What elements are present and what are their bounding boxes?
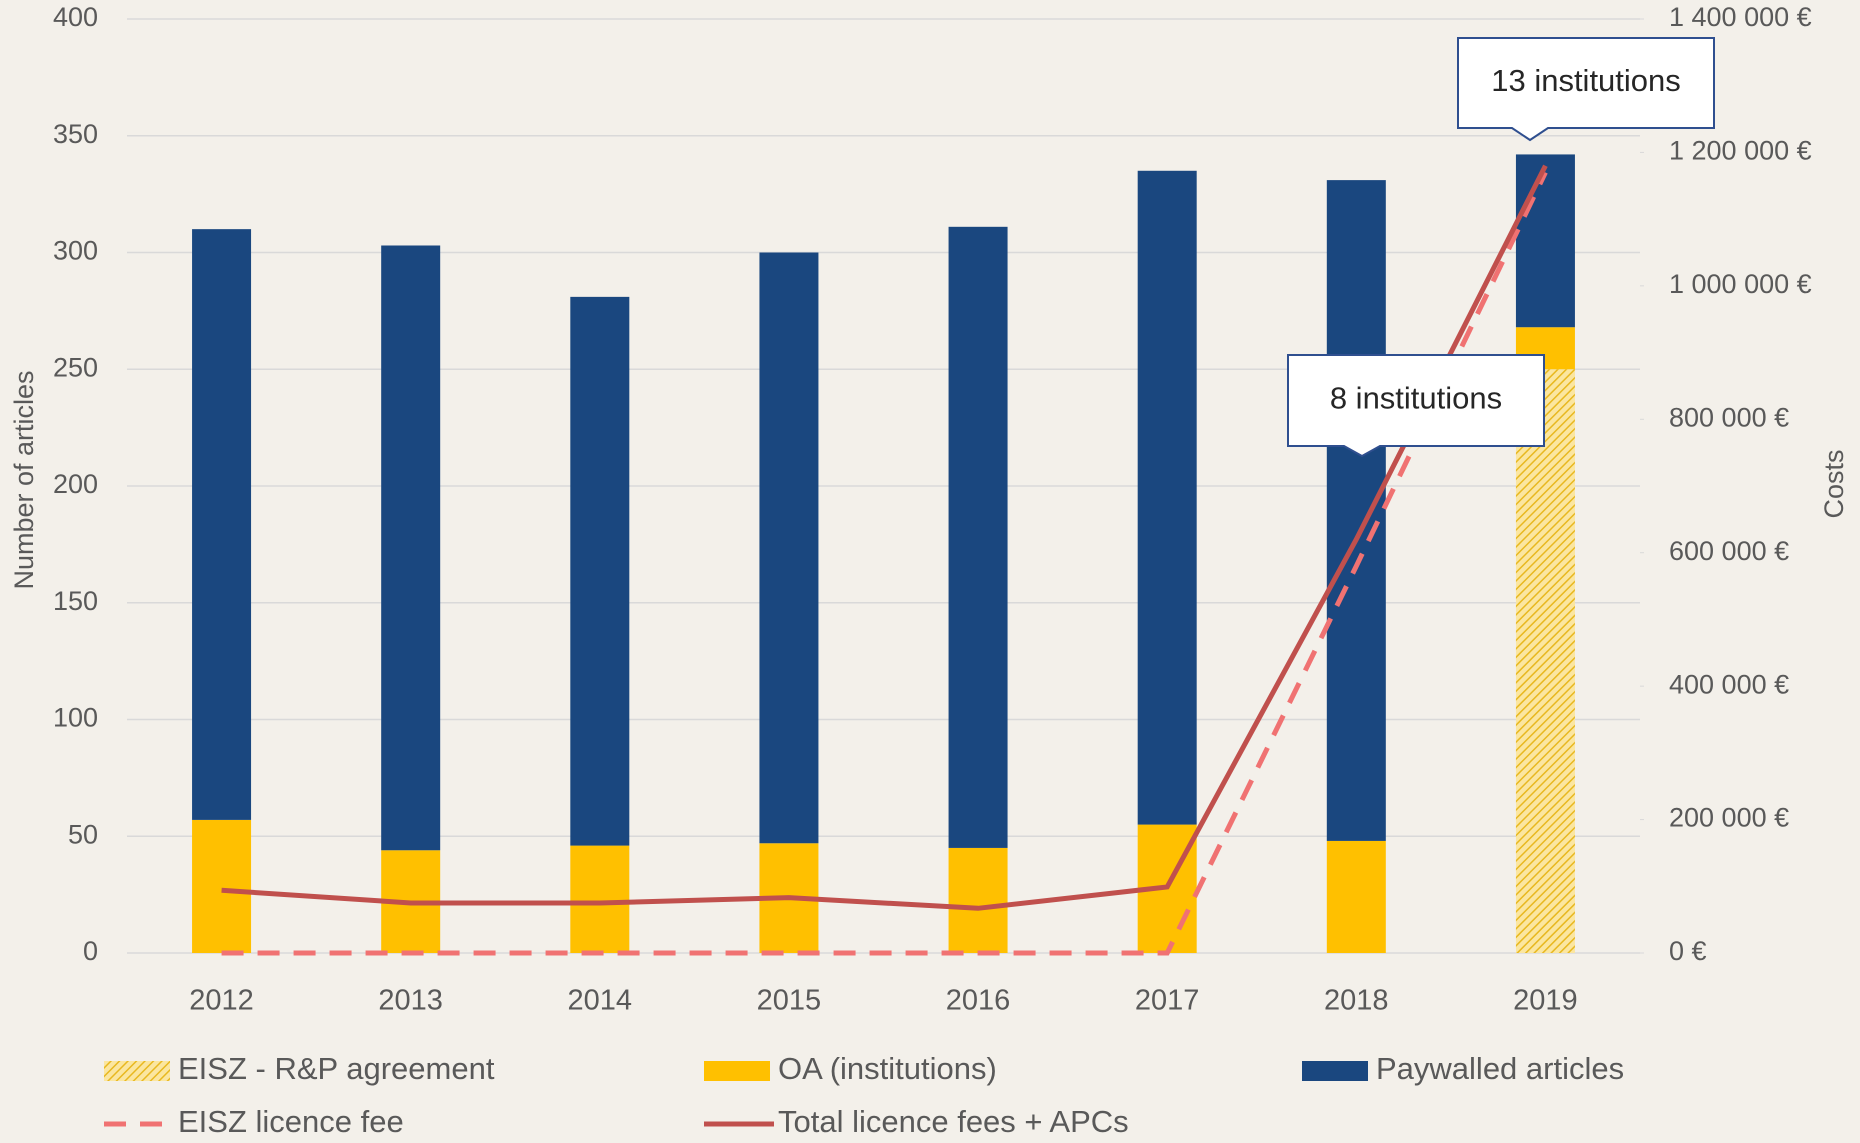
bar-segment bbox=[381, 245, 441, 851]
x-tick-label: 2019 bbox=[1513, 985, 1578, 1017]
legend-label: Paywalled articles bbox=[1376, 1051, 1624, 1086]
callout-box bbox=[1457, 37, 1715, 142]
x-tick-label: 2012 bbox=[189, 985, 254, 1017]
line bbox=[221, 164, 1548, 911]
bar-segment bbox=[192, 819, 252, 953]
bar-segment bbox=[948, 847, 1008, 953]
legend-key bbox=[704, 1061, 770, 1081]
y-tick-label: 150 bbox=[53, 586, 98, 616]
bar-segment bbox=[1326, 180, 1386, 841]
y2-tick-label: 1 400 000 € bbox=[1669, 2, 1812, 32]
y-axis-title: Number of articles bbox=[9, 370, 39, 589]
legend-key bbox=[1302, 1061, 1368, 1081]
y2-tick-label: 200 000 € bbox=[1669, 803, 1789, 833]
y2-tick-label: 1 200 000 € bbox=[1669, 136, 1812, 166]
legend-label: OA (institutions) bbox=[778, 1051, 997, 1086]
legend-key bbox=[104, 1061, 170, 1081]
y2-tick-label: 400 000 € bbox=[1669, 669, 1789, 699]
y-tick-label: 0 bbox=[83, 936, 98, 966]
x-tick-label: 2013 bbox=[378, 985, 443, 1017]
bar-segment bbox=[1137, 170, 1197, 825]
y2-tick-label: 600 000 € bbox=[1669, 536, 1789, 566]
bar-segment bbox=[570, 845, 630, 953]
bar-segment bbox=[759, 252, 819, 844]
bar-segment bbox=[570, 296, 630, 846]
y2-tick-label: 0 € bbox=[1669, 936, 1707, 966]
legend-label: EISZ licence fee bbox=[178, 1104, 404, 1139]
x-tick-label: 2017 bbox=[1135, 985, 1200, 1017]
y-tick-label: 200 bbox=[53, 469, 98, 499]
bar-segment bbox=[948, 226, 1008, 848]
y2-tick-label: 1 000 000 € bbox=[1669, 269, 1812, 299]
y2-axis-title: Costs bbox=[1819, 449, 1849, 518]
legend-label: EISZ - R&P agreement bbox=[178, 1051, 495, 1086]
y-tick-label: 400 bbox=[53, 2, 98, 32]
x-tick-label: 2014 bbox=[568, 985, 633, 1017]
y-tick-label: 300 bbox=[53, 236, 98, 266]
y-tick-label: 250 bbox=[53, 352, 98, 382]
x-tick-label: 2018 bbox=[1324, 985, 1389, 1017]
bar-segment bbox=[192, 229, 252, 820]
legend-label: Total licence fees + APCs bbox=[778, 1104, 1129, 1139]
bar-segment bbox=[1326, 840, 1386, 953]
annotation: 13 institutions bbox=[1491, 63, 1681, 98]
y2-tick-label: 800 000 € bbox=[1669, 402, 1789, 432]
bar-segment bbox=[1515, 369, 1575, 953]
x-tick-label: 2016 bbox=[946, 985, 1011, 1017]
y-tick-label: 50 bbox=[68, 819, 98, 849]
bar-segment bbox=[1515, 154, 1575, 328]
line bbox=[221, 171, 1548, 956]
y-tick-label: 350 bbox=[53, 119, 98, 149]
callout-box bbox=[1287, 354, 1545, 458]
y-tick-label: 100 bbox=[53, 703, 98, 733]
annotation: 8 institutions bbox=[1330, 381, 1502, 416]
x-tick-label: 2015 bbox=[757, 985, 822, 1017]
